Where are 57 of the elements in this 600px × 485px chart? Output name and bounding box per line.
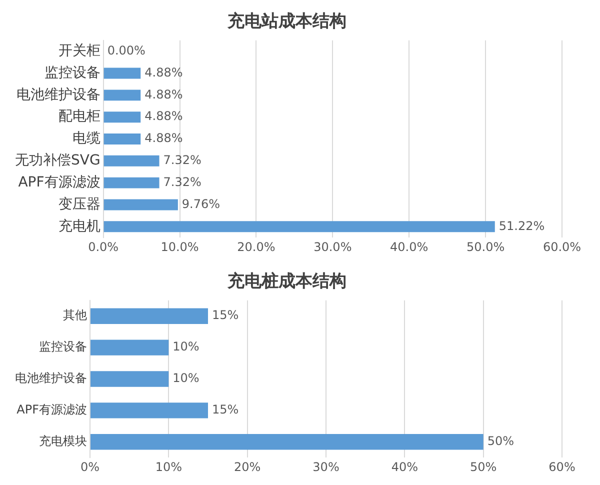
data-label: 4.88% bbox=[144, 109, 183, 124]
data-label: 7.32% bbox=[163, 174, 202, 189]
data-label: 15% bbox=[212, 402, 239, 417]
y-tick-label: 其他 bbox=[63, 308, 87, 322]
bar bbox=[104, 221, 495, 232]
y-tick-label: 充电模块 bbox=[39, 434, 87, 448]
data-label: 4.88% bbox=[144, 87, 183, 102]
x-tick-label: 10% bbox=[155, 460, 182, 474]
x-tick-label: 50.0% bbox=[466, 240, 505, 254]
y-tick-label: 无功补偿SVG bbox=[15, 152, 100, 169]
y-tick-label: 配电柜 bbox=[58, 108, 100, 125]
data-label: 10% bbox=[172, 340, 200, 354]
y-tick-label: APF有源滤波 bbox=[16, 402, 87, 417]
x-tick-label: 20% bbox=[234, 460, 261, 474]
y-tick-label: 监控设备 bbox=[39, 340, 87, 354]
bar bbox=[104, 177, 160, 188]
x-tick-label: 30.0% bbox=[314, 240, 352, 254]
y-tick-label: 监控设备 bbox=[44, 64, 100, 81]
bar bbox=[104, 199, 178, 210]
x-tick-label: 40.0% bbox=[390, 240, 428, 254]
x-tick-label: 30% bbox=[312, 460, 340, 474]
data-label: 4.88% bbox=[144, 65, 183, 80]
bar bbox=[90, 371, 169, 387]
y-tick-label: APF有源滤波 bbox=[18, 174, 100, 190]
x-tick-label: 0.0% bbox=[88, 240, 119, 254]
x-tick-label: 60% bbox=[548, 460, 576, 474]
data-label: 4.88% bbox=[144, 131, 183, 146]
data-label: 7.32% bbox=[163, 153, 202, 168]
chart-title: 充电站成本结构 bbox=[226, 12, 346, 32]
chart-title: 充电桩成本结构 bbox=[226, 272, 346, 292]
data-label: 10% bbox=[172, 371, 200, 386]
bar bbox=[104, 90, 141, 101]
y-tick-label: 变压器 bbox=[58, 196, 100, 212]
data-label: 9.76% bbox=[182, 196, 220, 211]
data-label: 15% bbox=[212, 308, 239, 322]
data-label: 51.22% bbox=[498, 218, 545, 233]
x-tick-label: 10.0% bbox=[160, 240, 199, 254]
data-label: 0.00% bbox=[107, 43, 146, 58]
bar bbox=[104, 112, 141, 123]
y-tick-label: 电池维护设备 bbox=[15, 371, 87, 386]
bar bbox=[104, 68, 141, 79]
y-tick-label: 电缆 bbox=[72, 130, 100, 147]
y-tick-label: 电池维护设备 bbox=[16, 86, 100, 103]
bar bbox=[90, 340, 169, 356]
y-tick-label: 开关柜 bbox=[58, 42, 100, 59]
bar bbox=[104, 155, 160, 166]
bar bbox=[104, 134, 141, 144]
x-tick-label: 20.0% bbox=[237, 240, 276, 254]
bar bbox=[90, 308, 208, 324]
y-tick-label: 充电机 bbox=[58, 218, 100, 234]
data-label: 50% bbox=[487, 434, 514, 448]
bar bbox=[90, 434, 484, 450]
x-tick-label: 50% bbox=[470, 460, 497, 474]
x-tick-label: 60.0% bbox=[542, 240, 582, 254]
x-tick-label: 0% bbox=[80, 460, 100, 474]
bar bbox=[90, 402, 208, 418]
x-tick-label: 40% bbox=[391, 460, 418, 474]
